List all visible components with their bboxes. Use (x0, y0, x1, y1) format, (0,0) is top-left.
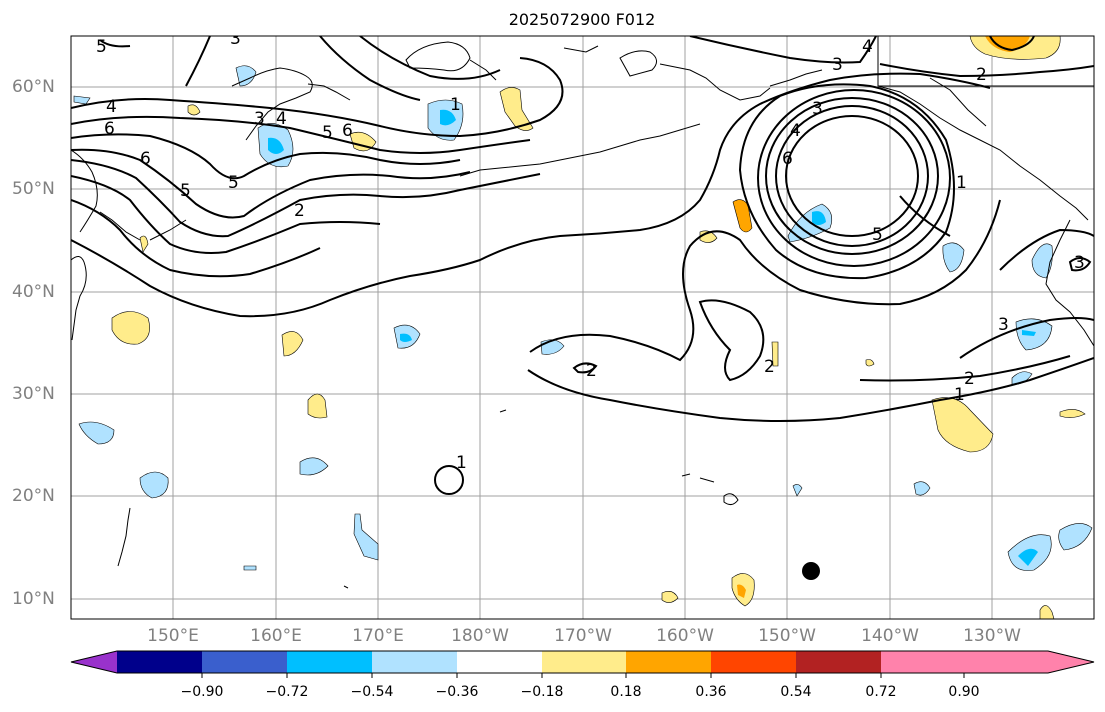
contour-label: 3 (254, 109, 265, 129)
contour-label: 5 (322, 123, 333, 143)
positive-anomaly-patches (111, 36, 1086, 619)
contour-label: 2 (976, 65, 987, 85)
colorbar-segment (881, 651, 964, 673)
gridlines (71, 36, 1094, 619)
colorbar-segment (542, 651, 626, 673)
colorbar-segment (372, 651, 457, 673)
lat-label: 10°N (12, 589, 55, 609)
colorbar-segment (202, 651, 287, 673)
colorbar-tick-label: −0.54 (350, 684, 394, 700)
lat-label: 20°N (12, 486, 55, 506)
coastlines (71, 36, 1094, 589)
negative-anomaly-patches (73, 65, 1093, 571)
contour-label: 1 (954, 385, 965, 405)
lon-label: 160°W (656, 626, 714, 646)
colorbar-tick-label: −0.18 (520, 684, 564, 700)
contour-label: 4 (862, 37, 873, 57)
contour-label: 3 (998, 315, 1009, 335)
contour-label: 3 (1074, 253, 1085, 273)
contour-lines (71, 36, 1094, 495)
colorbar-tick-label: 0.54 (780, 684, 812, 700)
colorbar-outline (70, 650, 1095, 674)
contour-label: 3 (230, 29, 241, 49)
contour-label-set: 5 3 4 6 5 6 5 2 3 4 5 6 1 4 3 2 3 4 6 1 … (96, 29, 1085, 473)
contour-label: 5 (180, 181, 191, 201)
lon-label: 160°E (250, 626, 302, 646)
contour-label: 5 (872, 225, 883, 245)
contour-label: 5 (96, 37, 107, 57)
colorbar-tick-label: 0.90 (948, 684, 980, 700)
contour-label: 1 (956, 173, 967, 193)
colorbar-segment (796, 651, 881, 673)
contour-label: 2 (764, 357, 775, 377)
contour-label: 6 (782, 149, 793, 169)
contour-label: 1 (450, 95, 461, 115)
contour-label: 2 (964, 369, 975, 389)
contour-label: 6 (104, 119, 115, 139)
colorbar-segment (287, 651, 372, 673)
colorbar-segment (457, 651, 542, 673)
contour-label: 4 (106, 97, 117, 117)
contour-label: 5 (228, 173, 239, 193)
colorbar-tick-label: 0.36 (695, 684, 727, 700)
contour-label: 1 (456, 453, 467, 473)
lon-label: 140°W (861, 626, 919, 646)
lon-label: 170°W (554, 626, 612, 646)
colorbar (70, 650, 1095, 678)
colorbar-segment (711, 651, 796, 673)
colorbar-segment (626, 651, 711, 673)
colorbar-tick-label: 0.18 (610, 684, 642, 700)
colorbar-tick-label: −0.72 (265, 684, 309, 700)
contour-label: 6 (140, 149, 151, 169)
map-title: 2025072900 F012 (508, 10, 656, 29)
map-frame (70, 35, 1095, 620)
contour-label: 4 (276, 109, 287, 129)
colorbar-tick-label: −0.90 (180, 684, 224, 700)
colorbar-tick-label: −0.36 (435, 684, 479, 700)
lon-label: 150°E (147, 626, 199, 646)
lon-label: 130°W (963, 626, 1021, 646)
lat-label: 30°N (12, 384, 55, 404)
lat-label: 60°N (12, 77, 55, 97)
colorbar-tick-label: 0.72 (865, 684, 897, 700)
colorbar-over-arrow (964, 651, 1094, 673)
lat-label: 50°N (12, 179, 55, 199)
lat-label: 40°N (12, 282, 55, 302)
contour-label: 3 (832, 55, 843, 75)
lon-label: 150°W (758, 626, 816, 646)
colorbar-under-arrow (71, 651, 117, 673)
contour-label: 2 (586, 361, 597, 381)
colorbar-segment (117, 651, 202, 673)
contour-label: 6 (342, 121, 353, 141)
lon-label: 180°W (451, 626, 509, 646)
contour-label: 2 (294, 201, 305, 221)
contour-label: 4 (790, 121, 801, 141)
storm-position-marker (802, 562, 820, 580)
contour-label: 3 (812, 99, 823, 119)
lon-label: 170°E (352, 626, 404, 646)
